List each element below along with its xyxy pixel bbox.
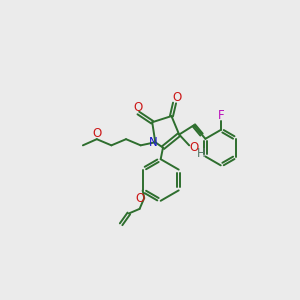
- Text: O: O: [133, 101, 142, 114]
- Text: O: O: [189, 141, 198, 154]
- Text: H: H: [197, 146, 206, 160]
- Text: O: O: [135, 192, 144, 206]
- Text: O: O: [92, 127, 101, 140]
- Text: N: N: [148, 136, 158, 149]
- Text: F: F: [218, 109, 225, 122]
- Text: O: O: [172, 91, 182, 104]
